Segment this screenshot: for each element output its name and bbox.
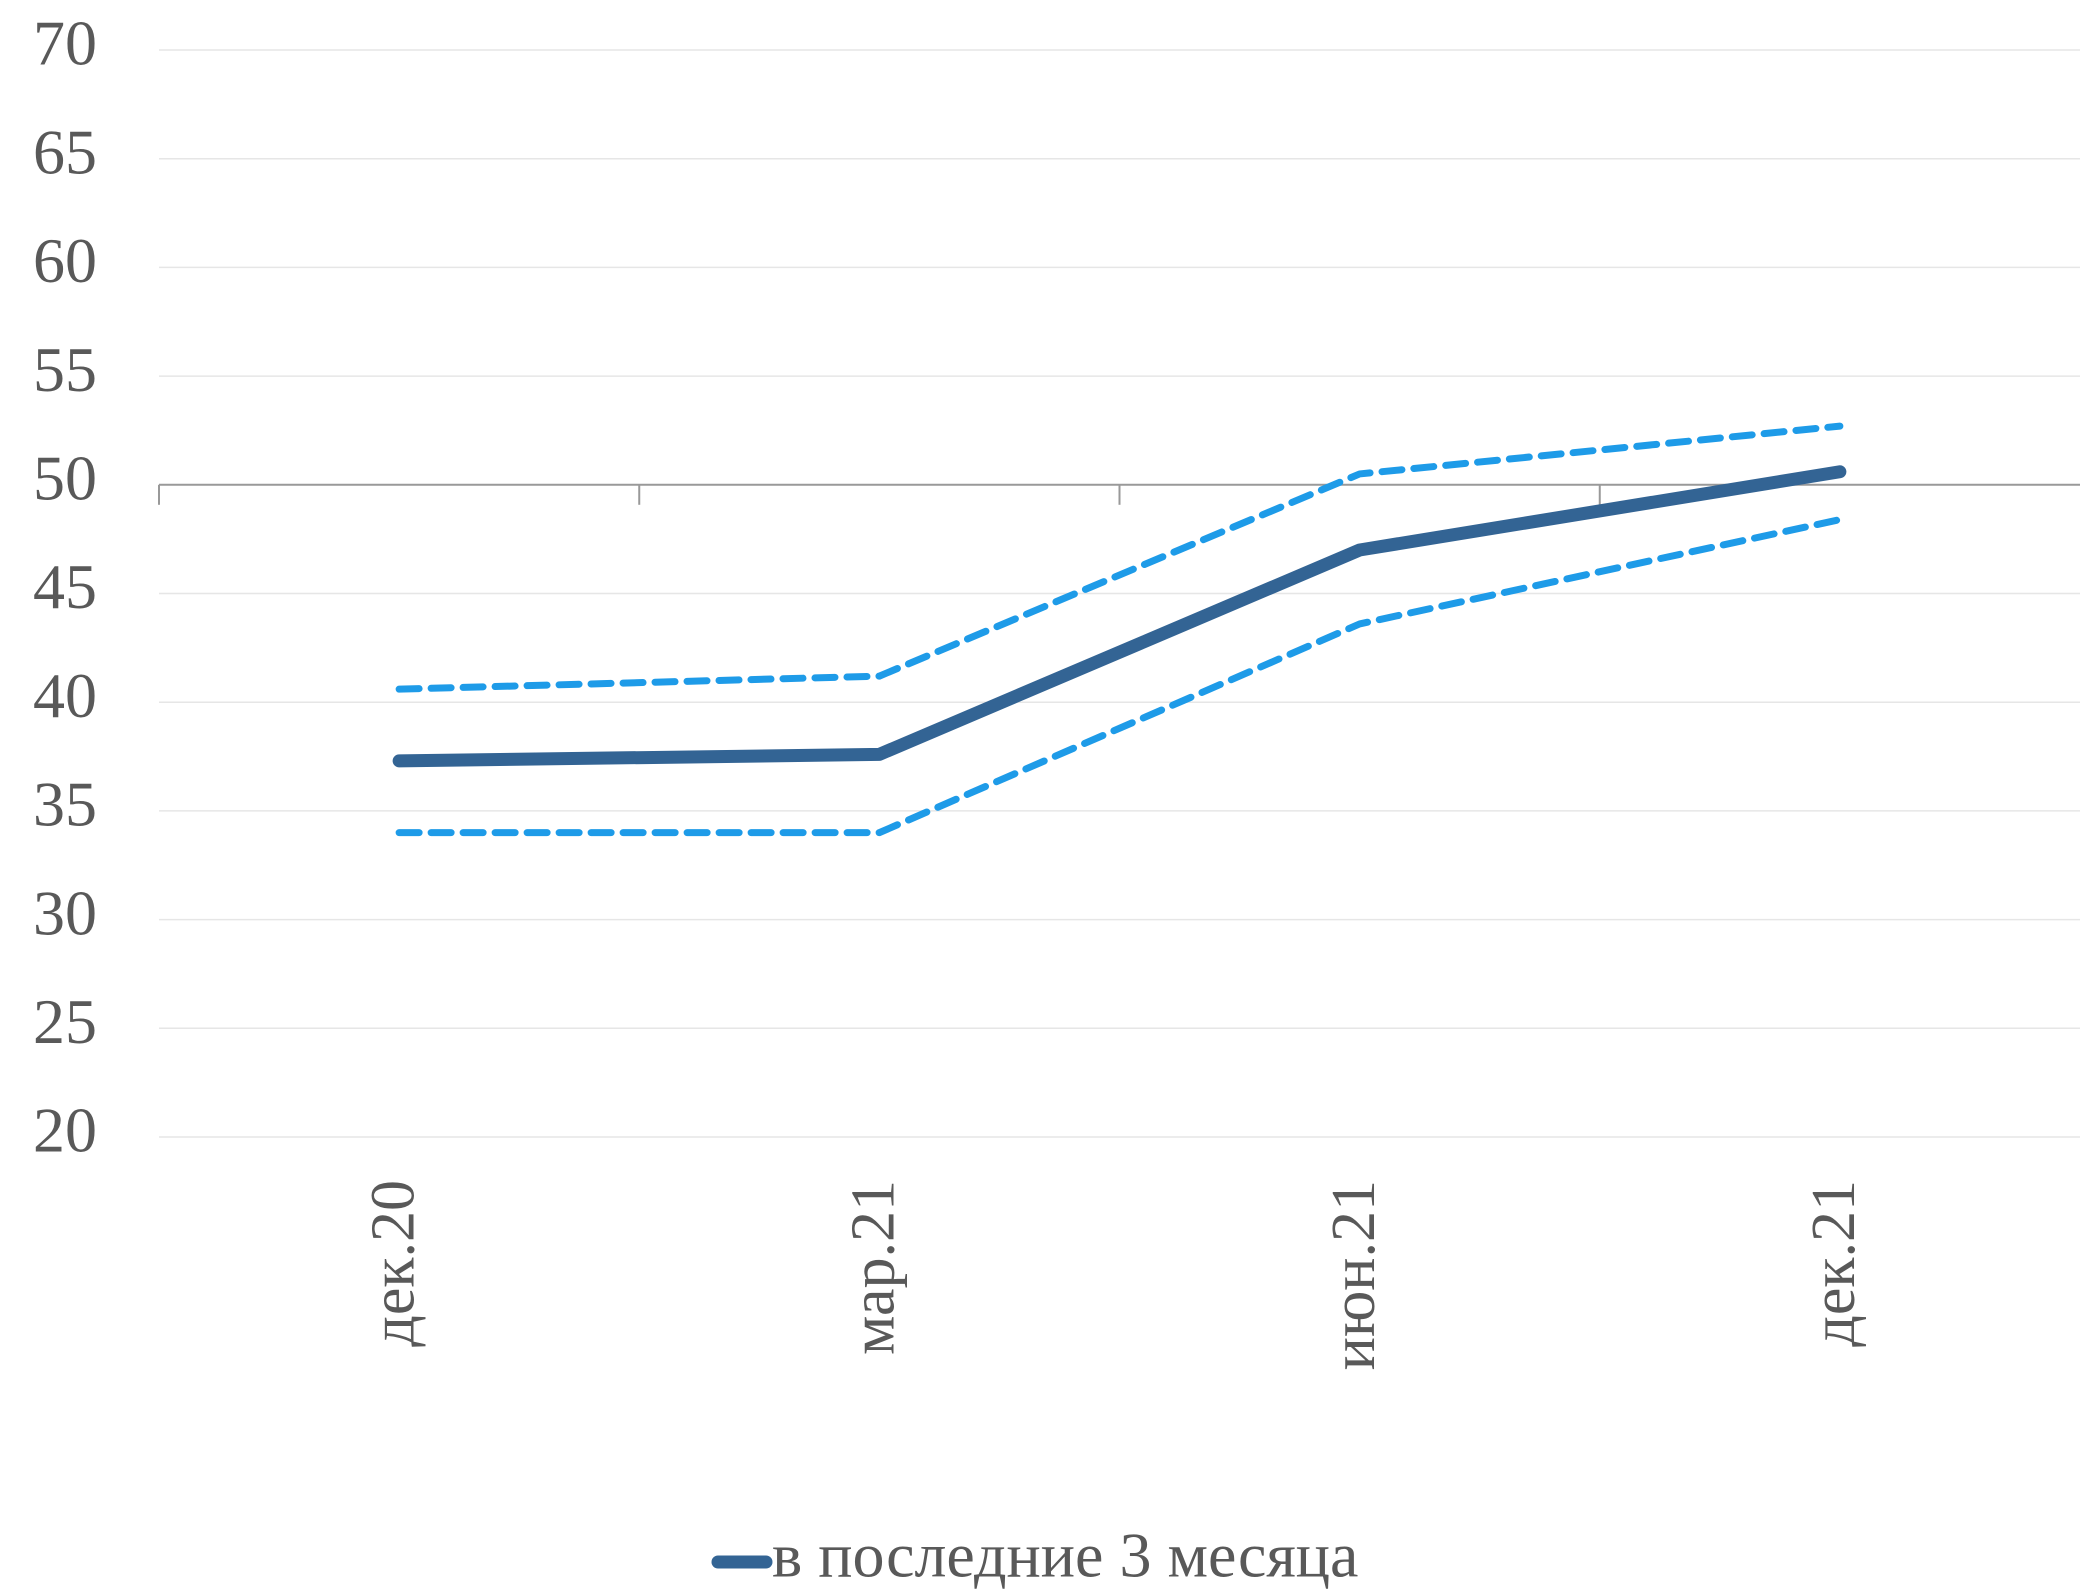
y-tick-label: 45	[33, 551, 97, 622]
y-tick-label: 70	[33, 8, 97, 79]
series-line	[395, 422, 1844, 693]
y-tick-label: 60	[33, 225, 97, 296]
y-tick-label: 55	[33, 334, 97, 405]
x-tick-label: дек.21	[1800, 1180, 1868, 1347]
legend-label: в последние 3 месяца	[772, 1520, 1358, 1590]
y-tick-label: 50	[33, 442, 97, 513]
series-line	[395, 516, 1844, 837]
series-line	[392, 465, 1847, 768]
y-tick-label: 65	[33, 116, 97, 187]
y-tick-label: 35	[33, 769, 97, 840]
x-tick-label: июн.21	[1320, 1180, 1388, 1370]
x-tick-label: дек.20	[359, 1180, 427, 1347]
x-tick-label: мар.21	[840, 1180, 908, 1355]
y-tick-label: 20	[33, 1095, 97, 1166]
y-tick-label: 30	[33, 877, 97, 948]
y-tick-label: 40	[33, 660, 97, 731]
y-tick-label: 25	[33, 986, 97, 1057]
